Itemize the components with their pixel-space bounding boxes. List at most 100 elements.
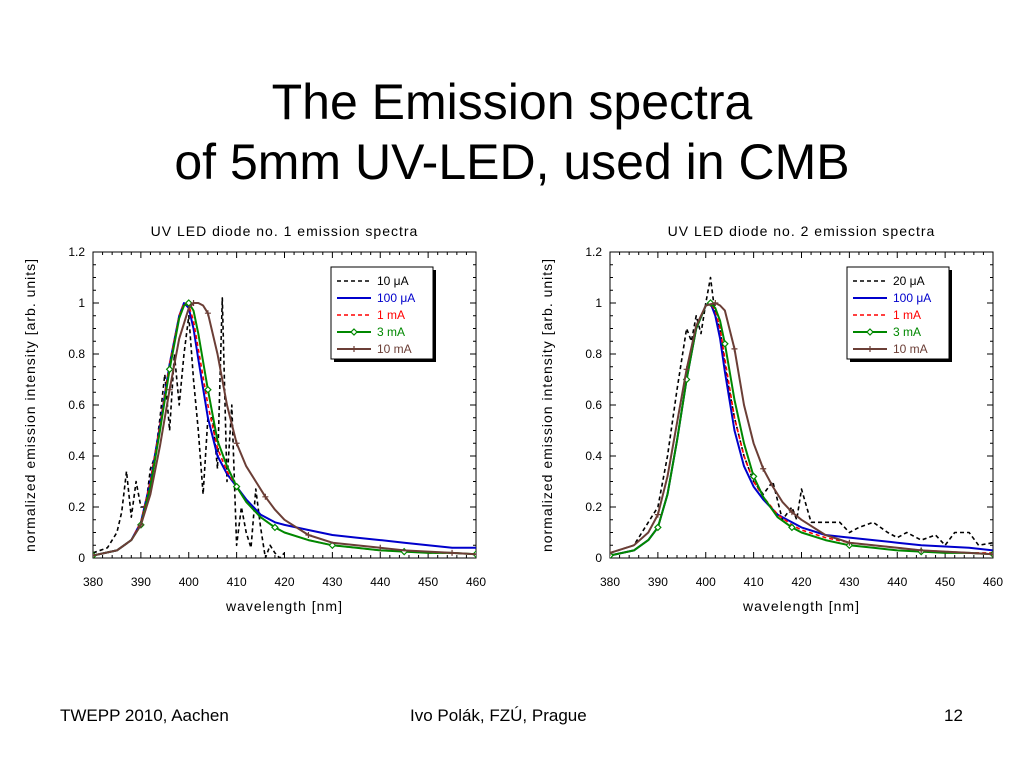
- x-tick-label: 380: [600, 575, 620, 589]
- series-marker-5: [166, 386, 173, 393]
- legend-box: [330, 266, 434, 360]
- series-marker-5: [760, 465, 767, 472]
- slide-title-line-2: of 5mm UV-LED, used in CMB: [174, 134, 850, 190]
- series-line-4: [610, 302, 993, 557]
- legend-box: [846, 266, 950, 360]
- y-tick-label: 0: [78, 551, 85, 565]
- series-marker-4: [271, 523, 279, 532]
- chart-title: UV LED diode no. 1 emission spectra: [151, 223, 419, 239]
- y-tick-label: 1: [595, 296, 602, 310]
- series-marker-5: [654, 511, 661, 518]
- legend-label-3: 1 mA: [893, 308, 921, 322]
- series-marker-5: [204, 310, 211, 317]
- legend-label-4: 3 mA: [377, 325, 405, 339]
- x-tick-label: 400: [696, 575, 716, 589]
- series-marker-5: [233, 440, 240, 447]
- series-marker-5: [190, 300, 197, 306]
- x-tick-label: 420: [791, 575, 811, 589]
- x-axis-label: wavelength [nm]: [225, 598, 343, 614]
- series-marker-4: [184, 299, 193, 307]
- y-tick-label: 1: [78, 296, 85, 310]
- legend-marker-4: [866, 328, 874, 336]
- x-tick-label: 380: [83, 575, 103, 589]
- legend-marker-5: [351, 346, 357, 352]
- x-tick-label: 400: [179, 575, 199, 589]
- legend-label-4: 3 mA: [893, 325, 921, 339]
- series-line-5: [610, 302, 993, 556]
- x-tick-label: 420: [274, 575, 294, 589]
- series-marker-5: [610, 549, 613, 556]
- y-tick-label: 0.6: [68, 398, 85, 412]
- series-marker-4: [654, 523, 662, 532]
- y-tick-label: 0: [595, 551, 602, 565]
- legend-marker-4: [350, 328, 358, 336]
- x-tick-label: 440: [370, 575, 390, 589]
- y-tick-label: 1.2: [68, 245, 85, 259]
- footer-conference: TWEPP 2010, Aachen: [60, 706, 229, 725]
- y-axis-label: normalized emission intensity [arb. unit…: [22, 258, 38, 552]
- slide-title: The Emission spectra of 5mm UV-LED, used…: [0, 72, 1024, 192]
- legend-label-5: 10 mA: [377, 342, 412, 356]
- x-tick-label: 410: [227, 575, 247, 589]
- footer-page-number: 12: [944, 706, 963, 725]
- x-axis-label: wavelength [nm]: [742, 598, 860, 614]
- legend-marker-5: [867, 346, 873, 352]
- legend: 20 μA 100 μA 1 mA 3 mA 10 mA: [846, 266, 952, 362]
- series-marker-5: [305, 532, 312, 539]
- x-tick-label: 410: [744, 575, 764, 589]
- footer-author: Ivo Polák, FZÚ, Prague: [410, 706, 587, 725]
- series-marker-5: [377, 544, 384, 551]
- series-marker-5: [137, 521, 144, 528]
- plot-area: [93, 297, 476, 558]
- y-axis-label: normalized emission intensity [arb. unit…: [539, 258, 555, 552]
- x-tick-label: 460: [983, 575, 1003, 589]
- x-tick-label: 450: [935, 575, 955, 589]
- series-marker-5: [846, 539, 853, 546]
- series-marker-5: [731, 345, 738, 352]
- legend-label-3: 1 mA: [377, 308, 405, 322]
- chart-title: UV LED diode no. 2 emission spectra: [668, 223, 936, 239]
- series-marker-5: [918, 547, 925, 554]
- series-marker-5: [93, 552, 96, 558]
- series-marker-4: [165, 365, 174, 374]
- series-marker-4: [788, 523, 796, 532]
- series-marker-4: [721, 339, 729, 348]
- series-marker-5: [990, 551, 993, 558]
- series-marker-5: [449, 549, 456, 556]
- legend-label-1: 20 μA: [893, 274, 925, 288]
- legend-label-2: 100 μA: [893, 291, 931, 305]
- legend-label-2: 100 μA: [377, 291, 415, 305]
- series-marker-5: [262, 493, 269, 500]
- series-line-5: [93, 302, 476, 557]
- x-tick-label: 450: [418, 575, 438, 589]
- y-tick-label: 0.8: [68, 347, 85, 361]
- legend-label-1: 10 μA: [377, 274, 409, 288]
- slide-title-line-1: The Emission spectra: [271, 74, 753, 130]
- y-tick-label: 0.4: [68, 449, 85, 463]
- plot-area: [610, 276, 993, 558]
- x-tick-label: 460: [466, 575, 486, 589]
- x-tick-label: 390: [648, 575, 668, 589]
- x-tick-label: 430: [322, 575, 342, 589]
- x-tick-label: 430: [839, 575, 859, 589]
- series-marker-4: [204, 385, 212, 394]
- x-tick-label: 440: [887, 575, 907, 589]
- series-marker-4: [232, 482, 241, 491]
- y-tick-label: 0.8: [585, 347, 602, 361]
- y-tick-label: 0.2: [68, 500, 85, 514]
- series-marker-5: [683, 366, 690, 373]
- y-tick-label: 1.2: [585, 245, 602, 259]
- y-tick-label: 0.2: [585, 500, 602, 514]
- series-marker-5: [712, 300, 719, 306]
- series-line-4: [93, 302, 476, 557]
- x-tick-label: 390: [131, 575, 151, 589]
- legend-label-5: 10 mA: [893, 342, 928, 356]
- series-marker-4: [610, 551, 614, 558]
- y-tick-label: 0.6: [585, 398, 602, 412]
- y-tick-label: 0.4: [585, 449, 602, 463]
- series-marker-4: [749, 472, 758, 481]
- series-marker-5: [788, 509, 795, 516]
- legend: 10 μA 100 μA 1 mA 3 mA 10 mA: [330, 266, 436, 362]
